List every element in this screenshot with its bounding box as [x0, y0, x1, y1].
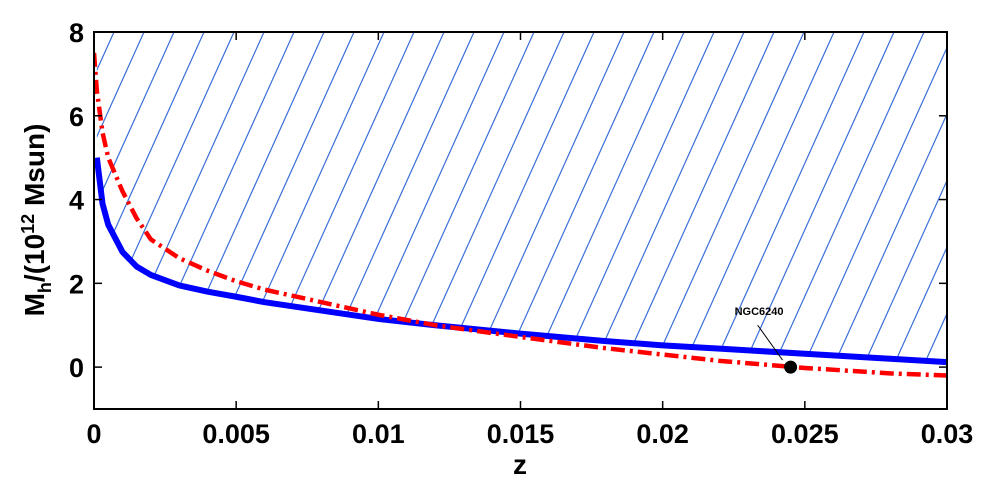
- x-tick-label: 0.03: [921, 419, 974, 449]
- hatch-line: [873, 32, 947, 363]
- hatch-line: [96, 32, 235, 363]
- point-ngc6240: [784, 360, 798, 374]
- y-axis-label: Mh/(1012 Msun): [18, 124, 55, 317]
- y-label-end: Msun): [19, 124, 50, 214]
- hatch-line: [964, 32, 991, 409]
- y-tick-label: 8: [69, 18, 84, 48]
- hatch-line: [783, 32, 947, 363]
- y-tick-label: 4: [69, 186, 84, 216]
- x-tick-label: 0.005: [202, 419, 270, 449]
- series-red-dashdot: [94, 52, 947, 378]
- hatch-lines: [96, 32, 991, 409]
- point-annotation-label: NGC6240: [735, 306, 784, 318]
- y-label-mid: /(10: [19, 234, 50, 282]
- points-layer: NGC6240: [735, 306, 798, 374]
- x-axis-label: z: [513, 449, 527, 480]
- hatch-line: [933, 32, 947, 363]
- hatch-line: [843, 32, 947, 363]
- series-layer: [94, 52, 947, 378]
- x-tick-label: 0.025: [771, 419, 839, 449]
- y-tick-label: 6: [69, 102, 84, 132]
- x-tick-label: 0.01: [352, 419, 405, 449]
- hatch-line: [96, 32, 145, 363]
- hatch-line: [723, 32, 895, 363]
- y-label-sup: 12: [18, 214, 38, 234]
- hatched-region: [96, 32, 991, 409]
- y-tick-label: 2: [69, 269, 84, 299]
- hatch-line: [813, 32, 947, 363]
- series-blue-solid: [94, 157, 947, 366]
- hatch-line: [753, 32, 925, 363]
- x-tick-label: 0.02: [636, 419, 689, 449]
- hatch-line: [903, 32, 947, 363]
- y-tick-label: 0: [69, 353, 84, 383]
- x-tick-label: 0: [86, 419, 101, 449]
- ticks-layer: 0 0.005 0.01 0.015 0.02 0.025 0.03 0 2 4 6 8: [69, 18, 973, 449]
- y-label-sub: h: [35, 282, 55, 293]
- hatch-line: [96, 32, 175, 363]
- hatch-line: [96, 32, 205, 363]
- y-label-main: M: [19, 293, 50, 316]
- x-tick-label: 0.015: [487, 419, 555, 449]
- point-annotation-arrow: [757, 324, 784, 361]
